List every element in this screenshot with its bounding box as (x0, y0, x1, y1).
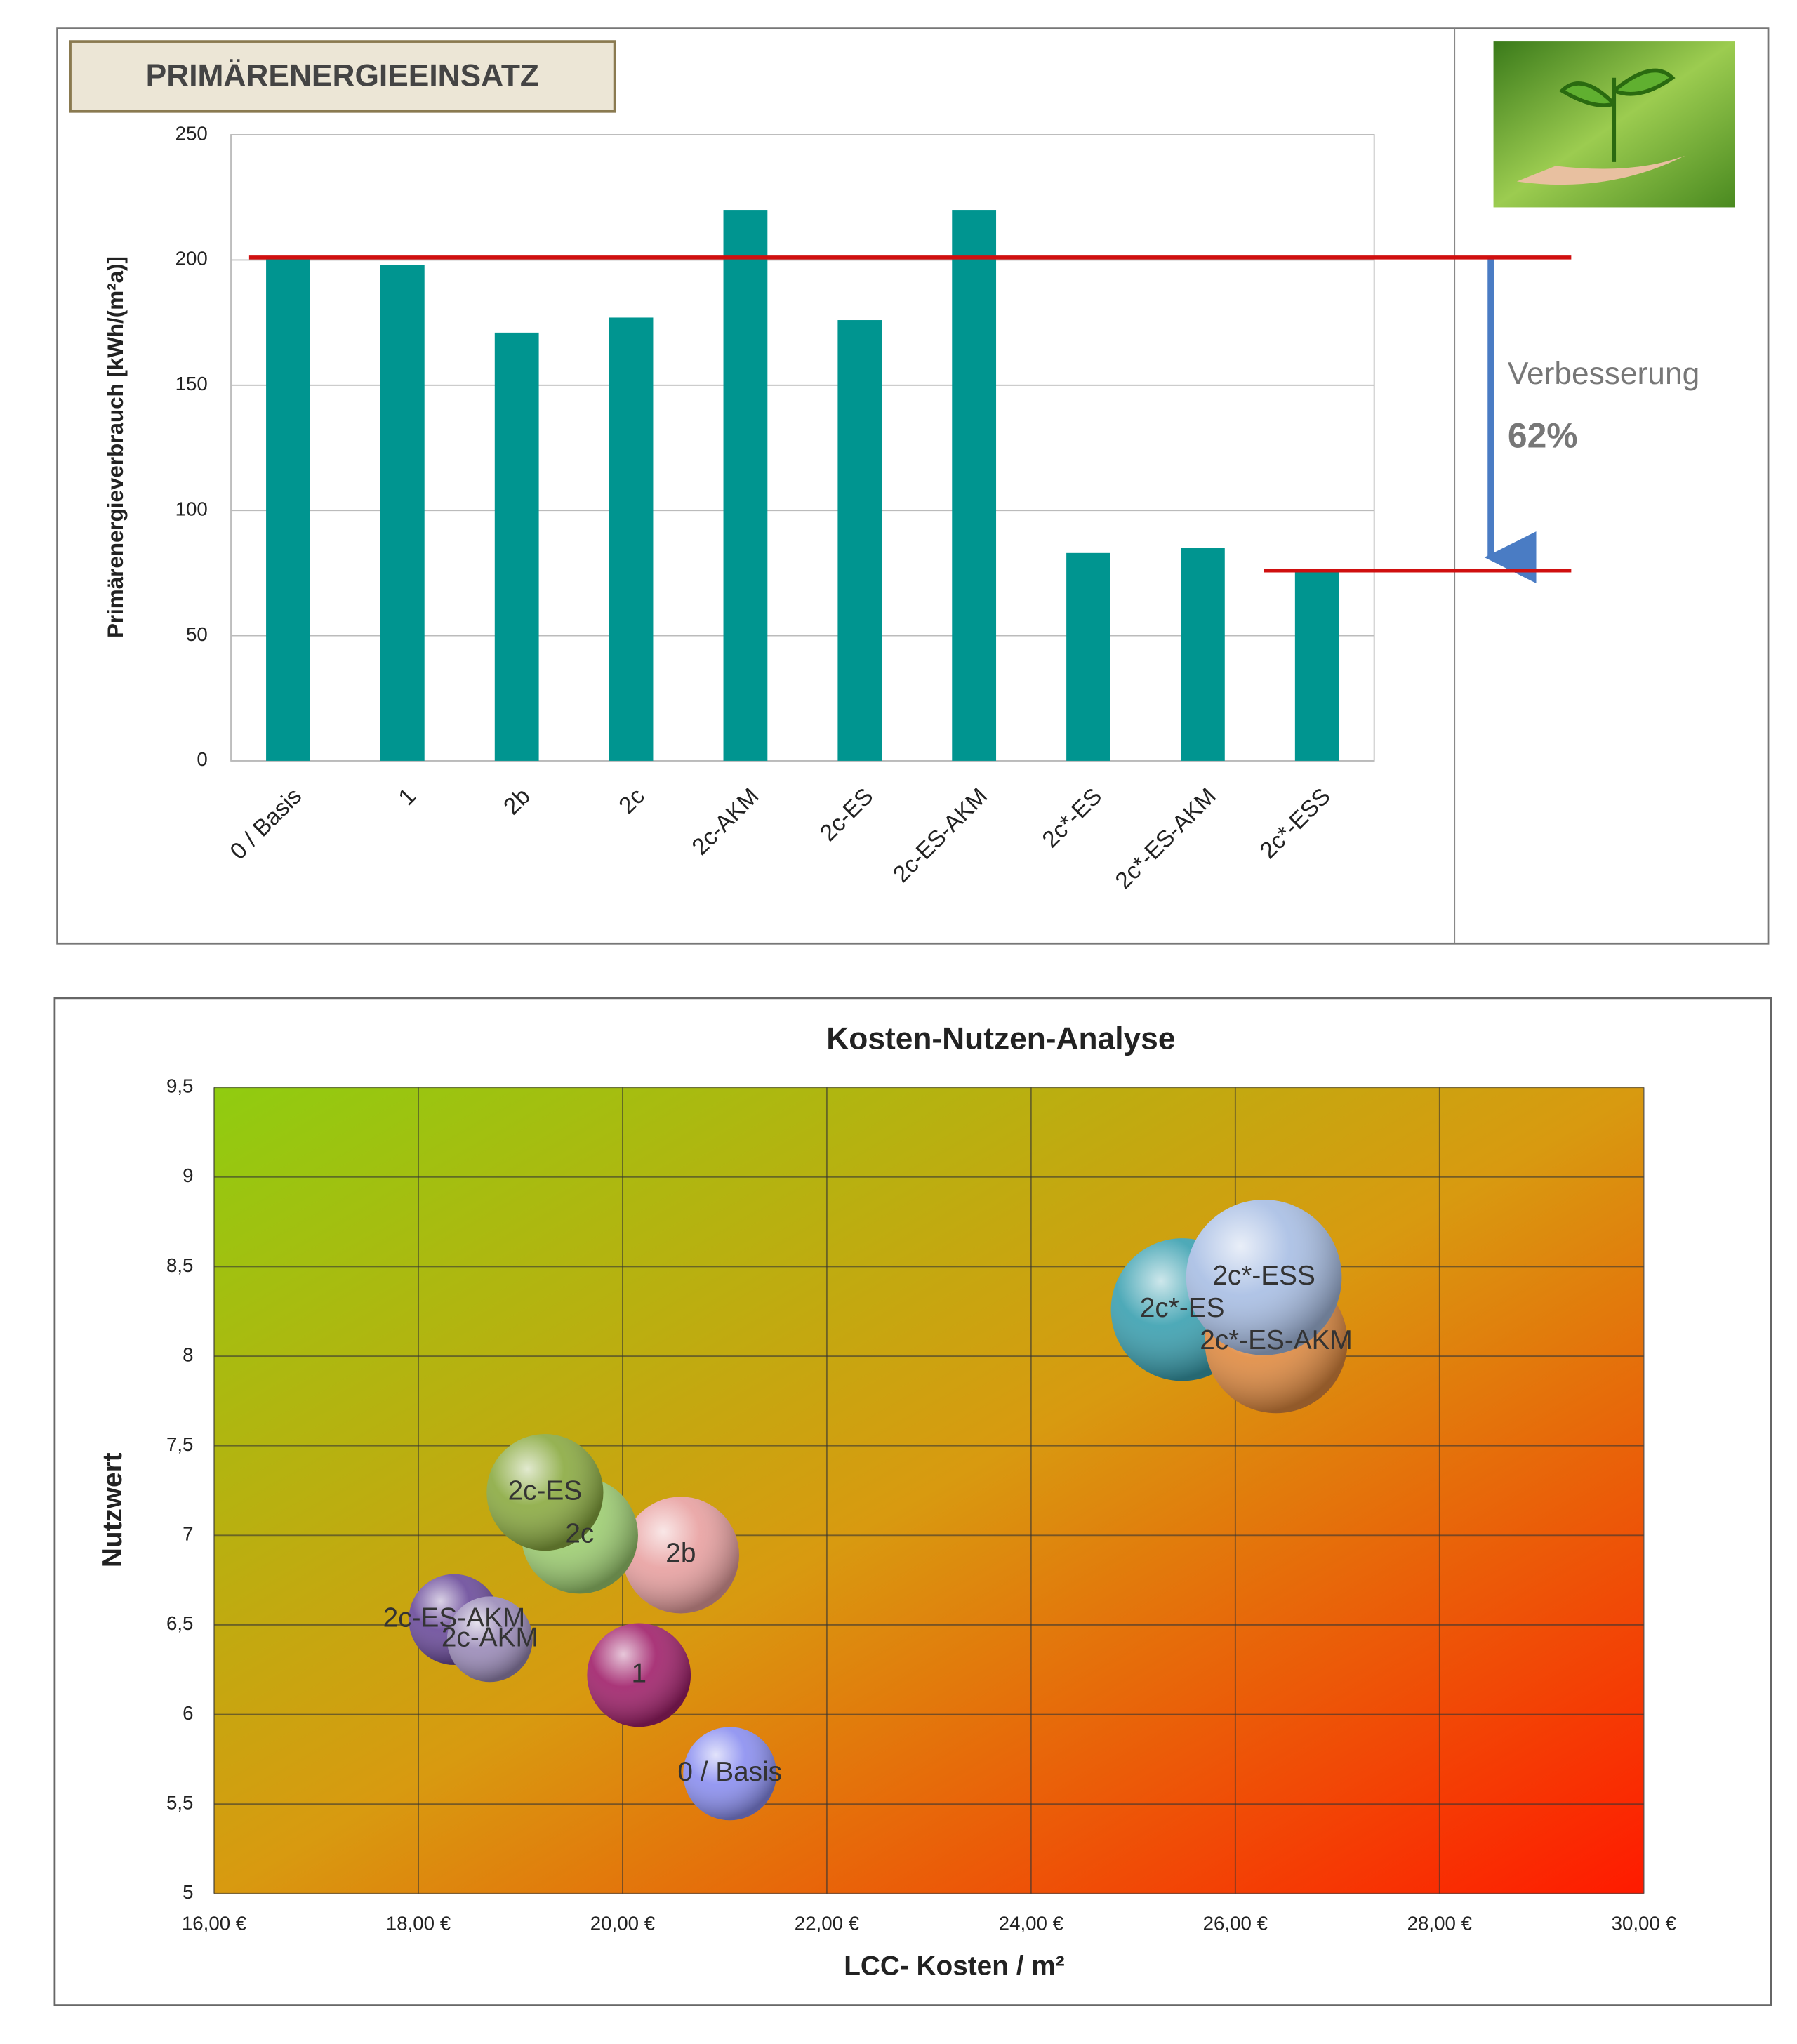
photo-plant (1558, 68, 1676, 162)
x-tick-label: 26,00 € (1203, 1912, 1268, 1934)
y-tick-label: 8,5 (166, 1254, 193, 1276)
x-tick-label: 30,00 € (1612, 1912, 1676, 1934)
bubble-label: 2b (665, 1539, 696, 1569)
y-tick-label: 50 (186, 623, 208, 645)
bubble-label: 2c-ES-AKM (383, 1603, 525, 1633)
y-axis-label: Nutzwert (98, 1452, 128, 1567)
x-tick-label: 18,00 € (386, 1912, 451, 1934)
annotation: Verbesserung (1508, 357, 1699, 391)
bubble-shine (446, 1596, 533, 1683)
panel-frame (56, 27, 1770, 945)
bubble-label: 2c*-ES (1140, 1293, 1225, 1323)
bubble-shine (1186, 1200, 1342, 1355)
bubble-shine (587, 1623, 691, 1727)
bar (837, 320, 882, 761)
y-tick-label: 6,5 (166, 1612, 193, 1634)
y-tick-label: 150 (175, 373, 208, 394)
bar (1066, 552, 1110, 761)
bubble-label: 2c (565, 1519, 594, 1549)
bubble-label: 2c-ES (508, 1475, 583, 1506)
bar (494, 332, 539, 761)
bar (1294, 570, 1339, 761)
bubble-shine (683, 1727, 777, 1821)
y-tick-label: 5 (183, 1881, 193, 1903)
plot-area (214, 1087, 1644, 1894)
y-tick-label: 6 (183, 1702, 193, 1724)
bubble-label: 2c*-ES-AKM (1200, 1325, 1353, 1355)
y-tick-label: 0 (197, 748, 207, 770)
x-tick-label: 24,00 € (999, 1912, 1063, 1934)
photo-hand (1516, 155, 1685, 185)
bar (609, 317, 654, 761)
y-tick-label: 9,5 (166, 1075, 193, 1097)
bubble-shine (486, 1433, 604, 1551)
bubble-label: 0 / Basis (677, 1757, 782, 1787)
bubble-shine (622, 1496, 739, 1614)
chart-title: PRIMÄRENERGIEEINSATZ (146, 58, 539, 93)
y-tick-label: 9 (183, 1164, 193, 1186)
y-axis-label: Primärenergieverbrauch [kWh/(m²a)] (103, 256, 128, 638)
x-tick-label: 20,00 € (590, 1912, 655, 1934)
x-axis-label: LCC- Kosten / m² (844, 1951, 1065, 1981)
bar (1180, 548, 1225, 761)
bar (723, 210, 768, 761)
bubble-label: 1 (631, 1659, 646, 1689)
bar (380, 265, 425, 761)
y-tick-label: 7,5 (166, 1433, 193, 1455)
y-tick-label: 7 (183, 1523, 193, 1545)
x-tick-label: 16,00 € (182, 1912, 246, 1934)
bubble-label: 2c*-ESS (1212, 1261, 1315, 1291)
bubble-label: 2c-AKM (442, 1623, 538, 1653)
y-tick-label: 8 (183, 1343, 193, 1365)
bar (952, 210, 997, 761)
y-tick-label: 250 (175, 122, 208, 144)
y-tick-label: 200 (175, 248, 208, 270)
chart-title: Kosten-Nutzen-Analyse (826, 1021, 1175, 1056)
bar (266, 257, 310, 761)
x-tick-label: 22,00 € (795, 1912, 859, 1934)
y-tick-label: 100 (175, 498, 208, 519)
y-tick-label: 5,5 (166, 1791, 193, 1813)
annotation: 62% (1508, 416, 1578, 455)
x-tick-label: 28,00 € (1407, 1912, 1472, 1934)
title-box (69, 40, 616, 113)
